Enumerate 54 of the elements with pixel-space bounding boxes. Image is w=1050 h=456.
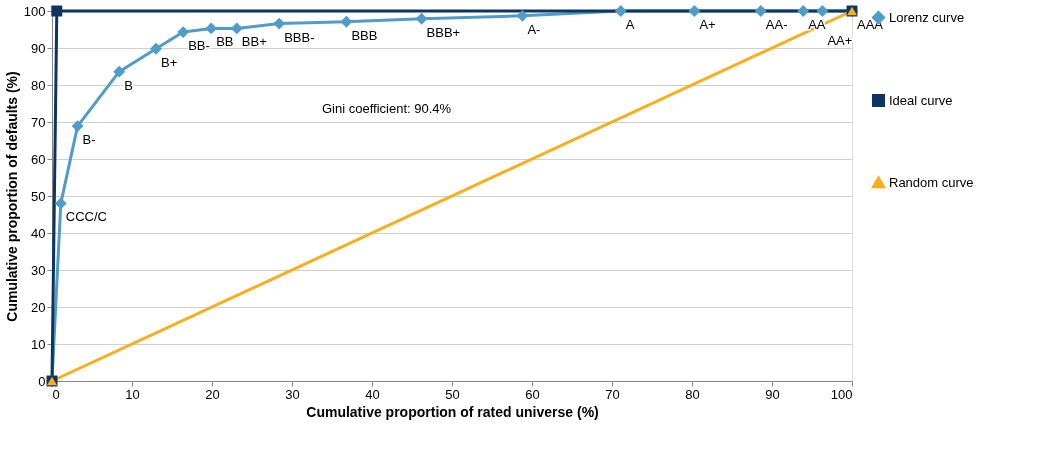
point	[688, 5, 701, 17]
annotation: A	[625, 17, 635, 32]
point	[816, 5, 829, 17]
annotation: A-	[527, 21, 541, 37]
y-tick-label: 30	[31, 262, 46, 278]
annotation: BB-	[188, 38, 210, 54]
x-tick-label: 10	[125, 386, 140, 402]
y-tick-label: 70	[31, 114, 46, 130]
x-tick-label: 70	[605, 386, 620, 402]
x-axis-title: Cumulative proportion of rated universe (%)	[306, 403, 599, 420]
legend-label: Lorenz curve	[889, 9, 965, 25]
annotation: Gini coefficient: 90.4%	[322, 101, 452, 116]
y-tick-label: 80	[31, 77, 46, 93]
y-tick-label: 50	[31, 188, 46, 204]
y-axis-title: Cumulative proportion of defaults (%)	[3, 71, 20, 322]
x-tick-label: 80	[685, 386, 700, 402]
annotation: BB+	[241, 34, 267, 50]
annotation: BB	[216, 34, 234, 50]
y-tick-label: 100	[23, 3, 46, 19]
x-tick-label: 50	[445, 386, 460, 402]
annotation: BBB	[351, 27, 378, 43]
annotation: BBB+	[426, 24, 461, 40]
legend-label: Random curve	[889, 174, 974, 190]
annotation: B	[124, 77, 133, 93]
point	[797, 5, 810, 17]
point	[150, 42, 162, 55]
x-tick-label: 30	[285, 386, 300, 402]
point	[614, 5, 627, 17]
annotation: AA-	[765, 17, 788, 32]
y-tick-label: 60	[31, 151, 46, 167]
point	[71, 120, 84, 132]
x-tick-label: 20	[205, 386, 220, 402]
x-tick-label: 90	[765, 386, 780, 402]
annotation: AA+	[827, 33, 853, 48]
y-tick-label: 0	[38, 373, 46, 389]
x-tick-label: 40	[365, 386, 380, 402]
point	[754, 5, 767, 17]
y-tick-label: 90	[31, 40, 46, 56]
annotation: B+	[161, 54, 178, 70]
y-tick-label: 10	[31, 336, 46, 352]
point	[177, 26, 190, 39]
annotation: B-	[82, 132, 96, 148]
x-tick-label: 0	[52, 386, 60, 402]
point	[51, 5, 63, 17]
legend-label: Ideal curve	[889, 92, 953, 108]
x-tick-label: 60	[525, 386, 540, 402]
y-tick-label: 40	[31, 225, 46, 241]
annotation: CCC/C	[65, 209, 107, 225]
point	[415, 12, 428, 25]
annotation: A+	[699, 17, 716, 32]
x-tick-label: 100	[830, 386, 853, 402]
point	[113, 65, 126, 78]
annotation: BBB-	[284, 29, 315, 45]
y-tick-label: 20	[31, 299, 46, 315]
